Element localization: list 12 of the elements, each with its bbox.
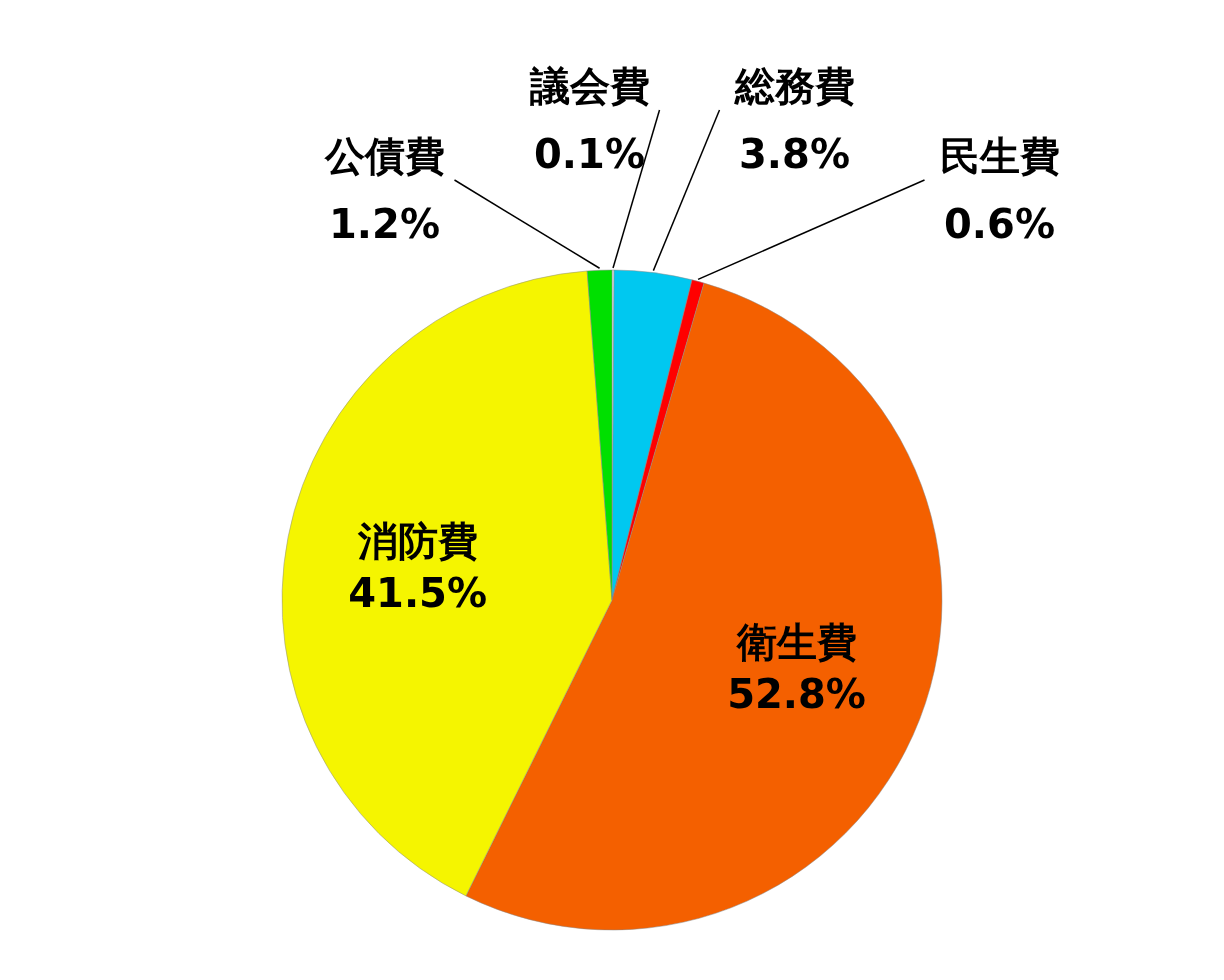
slice-label: 衛生費: [735, 618, 857, 665]
slice-label: 民生費: [939, 133, 1060, 179]
slice-label: 総務費: [733, 63, 855, 109]
slice-label: 議会費: [528, 63, 650, 109]
data-label: 3.8%: [739, 131, 850, 177]
data-label: 52.8%: [727, 670, 866, 717]
slice-label: 消防費: [356, 518, 478, 565]
data-label: 1.2%: [329, 201, 440, 247]
slice-label: 公債費: [323, 133, 445, 179]
data-label: 0.6%: [944, 201, 1055, 247]
data-label: 41.5%: [348, 570, 488, 617]
data-label: 0.1%: [534, 131, 645, 177]
